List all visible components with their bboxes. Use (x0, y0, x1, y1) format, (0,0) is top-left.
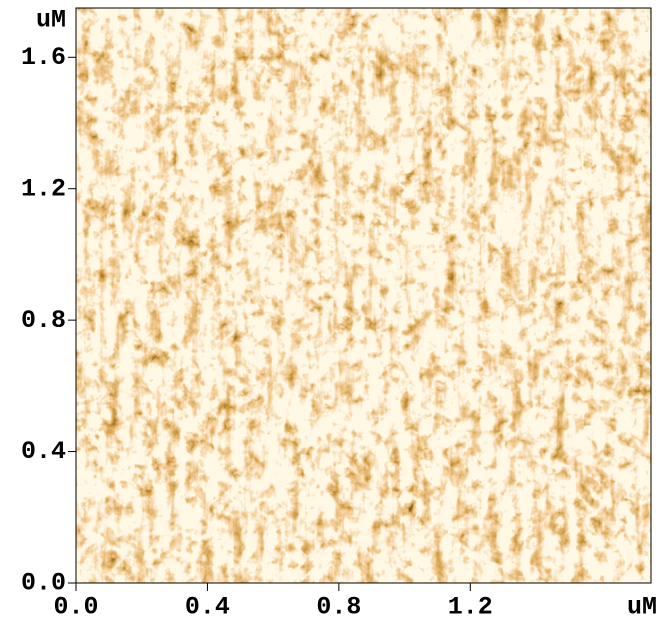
afm-image (76, 8, 651, 583)
x-tick-label: 1.2 (448, 593, 493, 622)
y-tick-label: 1.6 (21, 43, 66, 72)
x-tick-label: 0.0 (53, 593, 98, 622)
x-tick-label: 0.4 (185, 593, 230, 622)
x-tick-label: 0.8 (316, 593, 361, 622)
y-tick-label: 0.0 (21, 569, 66, 598)
y-tick-label: 1.2 (21, 174, 66, 203)
x-unit-label: uM (627, 593, 657, 622)
y-tick-label: 0.8 (21, 306, 66, 335)
y-tick-label: 0.4 (21, 437, 66, 466)
y-unit-label: uM (36, 6, 66, 35)
plot-frame (75, 7, 652, 584)
